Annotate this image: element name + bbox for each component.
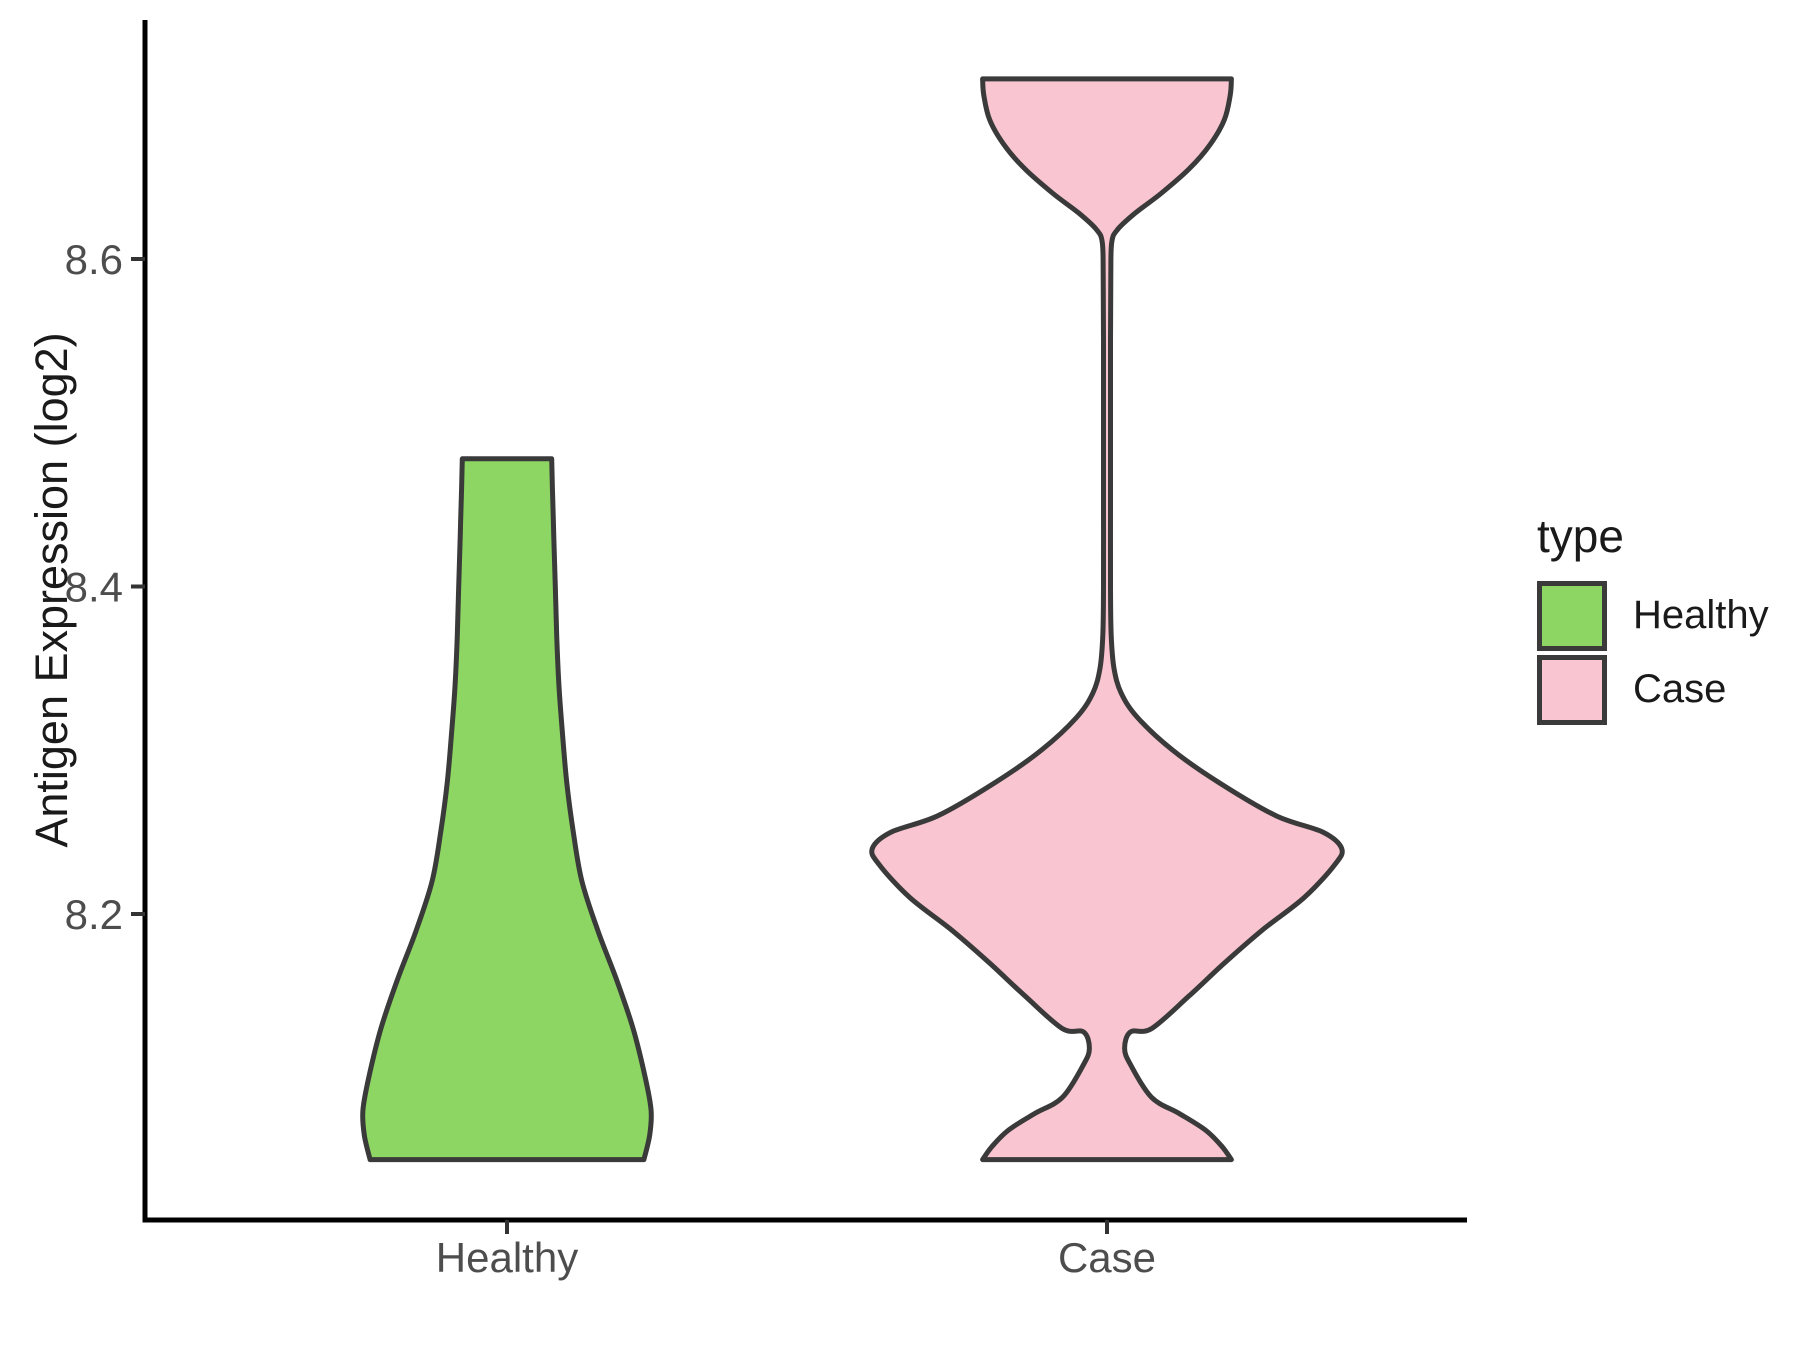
legend: type Healthy Case xyxy=(1537,510,1769,729)
y-axis-title: Antigen Expression (log2) xyxy=(26,332,77,848)
legend-item-case: Case xyxy=(1537,654,1769,725)
legend-label-healthy: Healthy xyxy=(1633,593,1769,638)
legend-swatch-healthy xyxy=(1537,580,1607,651)
legend-title: type xyxy=(1537,510,1624,562)
legend-swatch-case xyxy=(1537,654,1607,725)
legend-item-healthy: Healthy xyxy=(1537,580,1769,651)
x-category-label: Healthy xyxy=(436,1234,578,1281)
y-tick-label: 8.4 xyxy=(65,564,123,611)
x-category-label: Case xyxy=(1058,1234,1156,1281)
y-tick-label: 8.6 xyxy=(65,236,123,283)
violin-case xyxy=(869,76,1345,1163)
violin-healthy xyxy=(360,456,654,1163)
legend-label-case: Case xyxy=(1633,667,1727,712)
y-tick-label: 8.2 xyxy=(65,891,123,938)
